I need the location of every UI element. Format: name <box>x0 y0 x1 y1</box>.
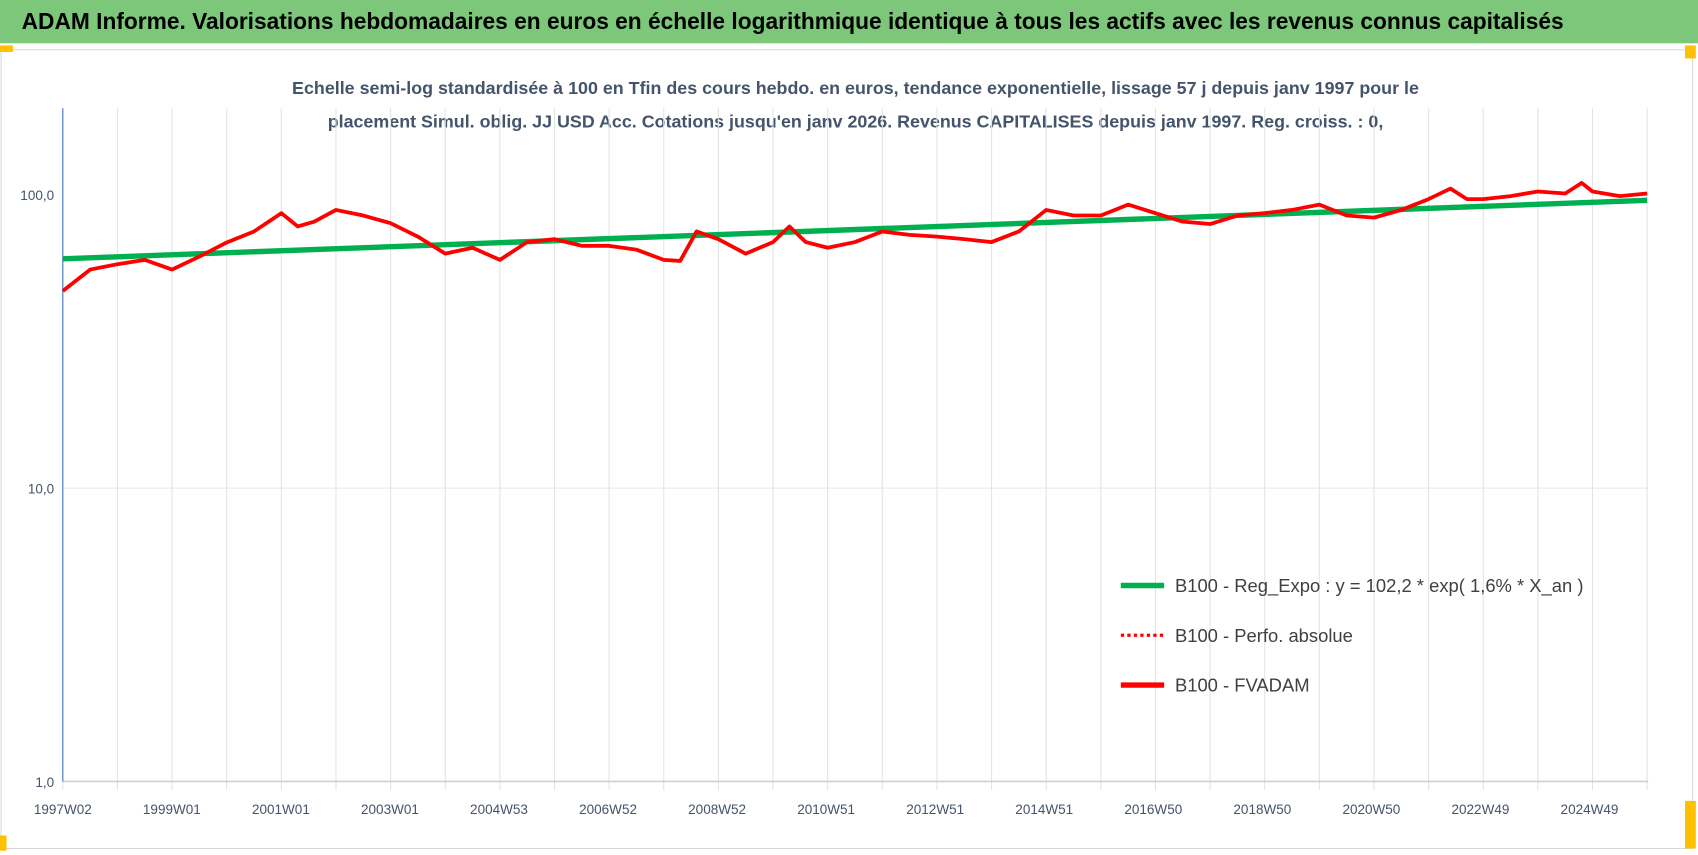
x-tick-label: 2020W50 <box>1342 802 1400 817</box>
header-bar <box>0 0 1698 44</box>
legend-label-perfo: B100 - Perfo. absolue <box>1175 625 1353 646</box>
x-tick-label: 2012W51 <box>906 802 964 817</box>
fvadam-line <box>61 181 1648 293</box>
y-tick-label: 10,0 <box>28 482 54 497</box>
x-tick-label: 2022W49 <box>1452 802 1510 817</box>
x-tick-label: 1997W02 <box>34 802 92 817</box>
header-title: ADAM Informe. Valorisations hebdomadaire… <box>22 8 1564 34</box>
x-tick-label: 2003W01 <box>361 802 419 817</box>
handle-bl[interactable] <box>0 835 7 851</box>
trend-line <box>62 197 1648 262</box>
legend-label-fvadam: B100 - FVADAM <box>1175 675 1310 696</box>
x-tick-label: 2004W53 <box>470 802 528 817</box>
y-tick-label: 1,0 <box>35 775 54 790</box>
chart-title-line-2: placement Simul. oblig. JJ USD Acc. Cota… <box>328 112 1384 132</box>
x-tick-label: 2014W51 <box>1015 802 1073 817</box>
x-tick-label: 2006W52 <box>579 802 637 817</box>
x-tick-label: 2010W51 <box>797 802 855 817</box>
y-tick-label: 100,0 <box>20 188 54 203</box>
handle-tl[interactable] <box>0 45 13 52</box>
x-tick-label: 2018W50 <box>1233 802 1291 817</box>
x-tick-label: 2008W52 <box>688 802 746 817</box>
x-tick-label: 2001W01 <box>252 802 310 817</box>
chart-frame <box>0 49 1694 850</box>
x-tick-label: 2024W49 <box>1561 802 1619 817</box>
x-tick-label: 2016W50 <box>1124 802 1182 817</box>
chart-title-line-1: Echelle semi-log standardisée à 100 en T… <box>292 78 1419 98</box>
handle-br[interactable] <box>1685 800 1696 849</box>
handle-tr[interactable] <box>1685 45 1696 59</box>
legend: B100 - Reg_Expo : y = 102,2 * exp( 1,6% … <box>1120 575 1584 696</box>
x-tick-label: 1999W01 <box>143 802 201 817</box>
legend-label-trend: B100 - Reg_Expo : y = 102,2 * exp( 1,6% … <box>1175 575 1584 597</box>
